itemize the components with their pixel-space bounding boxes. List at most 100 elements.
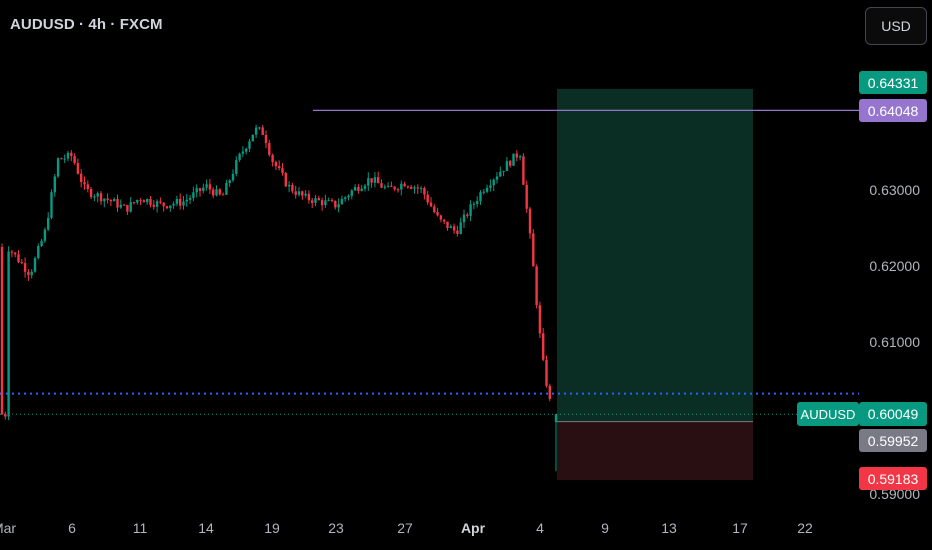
candle-body [96,193,99,197]
candle-body [462,214,466,223]
candle-body [472,203,476,205]
stop-price-label: 0.59183 [859,467,927,490]
candle-body [43,229,47,241]
candle-body [429,202,433,207]
candle-body [443,219,446,222]
candle-body [502,170,505,172]
candle-body [50,192,53,218]
candle-body [400,183,403,190]
candle-body [393,186,396,190]
candle-body [304,193,307,196]
candle-body [505,161,509,171]
horizontal-line-price-label: 0.64048 [859,99,927,122]
symbol-price-tag: AUDUSD [797,402,859,426]
candle-body [532,233,535,267]
candle-body [287,184,291,187]
target-zone [557,88,753,422]
candle-body [221,194,225,196]
x-tick-label: 13 [661,520,677,536]
candle-body [459,222,462,234]
candle-body [126,204,129,212]
candle-body [548,385,551,399]
candle-body [512,153,515,166]
candle-body [334,200,337,208]
candle-body [218,189,221,195]
candle-body [66,152,70,159]
candle-body [535,266,538,306]
candle-body [264,134,268,144]
candle-body [278,166,281,169]
candle-body [324,200,327,206]
candle-body [228,180,231,183]
candle-body [426,194,429,203]
candle-body [162,202,165,207]
candle-body [80,173,83,183]
candle-body [33,258,37,272]
current-price-label: 0.60049 [859,402,927,426]
entry-price-label: 0.59952 [859,429,927,452]
candle-body [311,200,314,203]
candle-body [231,173,235,181]
candle-body [225,182,228,195]
candle-body [330,200,334,202]
x-tick-label: 27 [397,520,413,536]
candle-body [476,201,479,204]
candle-body [258,127,261,129]
candle-body [545,359,548,386]
candle-body [56,158,60,177]
candle-body [297,191,301,195]
candle-body [466,214,469,216]
candle-body [17,254,20,263]
candle-body [188,197,192,200]
candle-body [542,333,545,360]
candle-body [410,186,413,189]
x-tick-label: 14 [198,520,214,536]
candle-body [4,414,7,417]
currency-button[interactable]: USD [865,7,927,45]
candle-body [205,184,208,188]
candle-body [317,198,320,201]
symbol-title[interactable]: AUDUSD · 4h · FXCM [10,16,163,33]
candle-body [271,154,274,163]
candle-body [337,204,340,208]
candle-body [509,161,512,166]
candle-body [136,199,139,203]
candle-body [245,148,248,152]
candle-body [99,193,103,202]
candle-body [518,156,522,158]
candle-body [155,201,159,207]
x-tick-label: 22 [797,520,813,536]
candle-body [86,184,89,189]
candle-body [268,143,271,155]
candle-body [185,199,188,202]
x-tick-label: 19 [264,520,280,536]
candle-body [380,183,383,188]
candle-body [40,240,43,247]
candle-body [495,176,499,180]
candle-body [482,191,485,193]
candle-body [179,198,182,206]
candle-body [132,202,136,204]
target-price-label: 0.64331 [859,71,927,94]
x-tick-label: 6 [68,520,76,536]
candle-body [254,127,258,135]
candle-body [139,199,142,201]
candle-body [238,153,241,160]
candle-body [367,178,370,186]
candle-body [30,271,33,276]
candle-body [291,184,294,192]
candle-body [241,151,245,154]
candle-body [436,212,439,216]
candle-body [198,188,202,191]
candle-body [122,204,126,206]
candle-body [261,127,264,135]
candle-body [284,172,287,187]
candle-body [383,186,386,188]
candle-body [20,262,23,264]
candle-body [103,198,106,202]
x-tick-label: 9 [601,520,609,536]
candle-body [390,185,393,187]
candle-body [525,184,528,209]
candle-body [106,198,109,200]
